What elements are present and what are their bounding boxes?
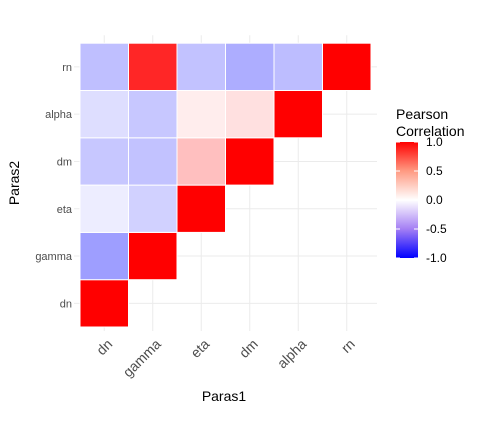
heatmap-cell-eta-eta bbox=[177, 185, 226, 232]
heatmap-cell-dn-dn bbox=[80, 280, 129, 327]
legend-tick-label: -0.5 bbox=[426, 222, 447, 236]
legend-title-line1: Pearson bbox=[396, 106, 448, 122]
heatmap-cell-gamma-alpha bbox=[129, 91, 178, 138]
heatmap-cell-dn-dm bbox=[80, 138, 129, 185]
y-tick-label-eta: eta bbox=[57, 204, 73, 216]
heatmap-cell-eta-rn bbox=[177, 43, 226, 90]
y-tick-label-alpha: alpha bbox=[45, 109, 73, 121]
heatmap-cell-gamma-dm bbox=[129, 138, 178, 185]
heatmap-cell-gamma-eta bbox=[129, 185, 178, 232]
heatmap-cell-dm-alpha bbox=[226, 91, 275, 138]
y-tick-label-dm: dm bbox=[57, 156, 72, 168]
heatmap-cell-dn-alpha bbox=[80, 91, 129, 138]
legend-tick-label: 0.5 bbox=[426, 164, 443, 178]
heatmap-cell-rn-rn bbox=[323, 43, 372, 90]
y-tick-label-gamma: gamma bbox=[35, 251, 73, 263]
y-tick-label-rn: rn bbox=[62, 62, 72, 74]
heatmap-cell-eta-alpha bbox=[177, 91, 226, 138]
heatmap-cell-dn-eta bbox=[80, 185, 129, 232]
heatmap-cell-gamma-rn bbox=[129, 43, 178, 90]
legend-tick-label: 1.0 bbox=[426, 135, 443, 149]
y-axis-title: Paras2 bbox=[6, 161, 22, 206]
x-axis-title: Paras1 bbox=[202, 388, 247, 404]
heatmap-cell-dn-rn bbox=[80, 43, 129, 90]
heatmap-cell-dn-gamma bbox=[80, 232, 129, 279]
heatmap-cell-dm-dm bbox=[226, 138, 275, 185]
legend-tick-label: 0.0 bbox=[426, 193, 443, 207]
y-tick-label-dn: dn bbox=[60, 298, 72, 310]
heatmap-cell-alpha-alpha bbox=[274, 91, 323, 138]
heatmap-cell-alpha-rn bbox=[274, 43, 323, 90]
legend-tick-label: -1.0 bbox=[426, 251, 447, 265]
heatmap-cell-gamma-gamma bbox=[129, 232, 178, 279]
heatmap-cell-eta-dm bbox=[177, 138, 226, 185]
heatmap-cell-dm-rn bbox=[226, 43, 275, 90]
